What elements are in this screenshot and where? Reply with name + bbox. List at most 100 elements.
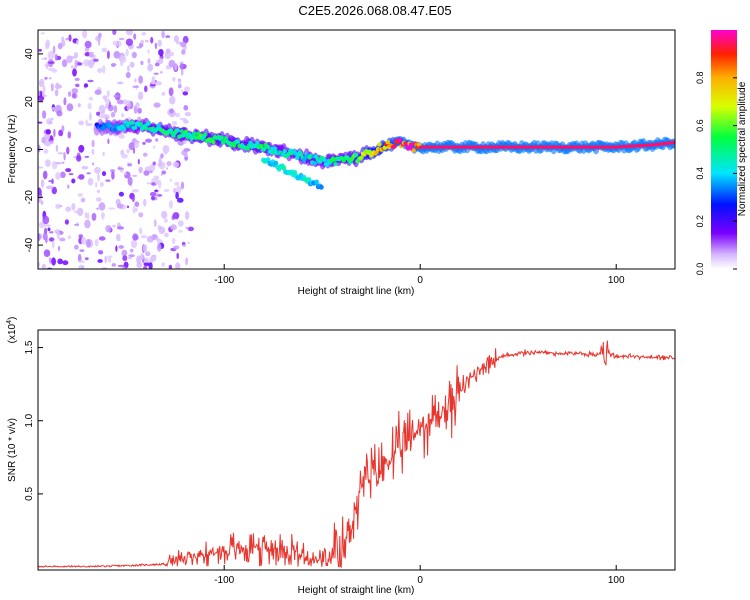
noise-speck xyxy=(48,257,52,264)
noise-speck xyxy=(64,219,69,225)
noise-speck xyxy=(87,212,90,221)
noise-speck xyxy=(112,40,118,46)
noise-speck xyxy=(47,61,55,65)
noise-speck xyxy=(107,255,113,258)
noise-speck xyxy=(44,76,48,80)
noise-speck xyxy=(138,212,144,218)
noise-speck xyxy=(61,59,68,68)
noise-speck xyxy=(96,189,100,194)
noise-speck xyxy=(55,144,59,152)
noise-speck xyxy=(182,91,189,96)
noise-speck xyxy=(183,119,189,124)
noise-speck xyxy=(117,167,124,170)
spectrogram-y-tick-label: 0 xyxy=(24,146,35,152)
noise-speck xyxy=(43,148,49,154)
noise-speck xyxy=(105,179,111,182)
noise-speck xyxy=(134,141,140,149)
noise-speck xyxy=(123,261,129,269)
noise-speck xyxy=(91,148,95,155)
noise-speck xyxy=(147,63,154,72)
noise-speck xyxy=(170,51,175,57)
ridge-mark xyxy=(411,148,416,153)
noise-speck xyxy=(184,211,190,220)
ridge-mark xyxy=(385,140,390,145)
ridge-mark xyxy=(262,147,267,152)
noise-speck xyxy=(118,134,125,139)
snr-x-tick-label: 0 xyxy=(417,575,423,586)
noise-speck xyxy=(177,220,184,227)
noise-speck xyxy=(80,197,86,203)
noise-speck xyxy=(147,235,154,243)
noise-speck xyxy=(81,165,89,170)
noise-speck xyxy=(176,252,179,260)
noise-speck xyxy=(87,177,94,186)
noise-speck xyxy=(168,200,173,209)
colorbar-tick-label: 0.0 xyxy=(695,263,705,276)
ridge-mark xyxy=(203,132,208,137)
ridge-mark xyxy=(255,140,260,146)
noise-speck xyxy=(173,187,177,194)
noise-speck xyxy=(51,257,56,266)
noise-speck xyxy=(177,197,184,203)
ridge-mark xyxy=(377,142,382,147)
noise-speck xyxy=(181,67,184,76)
noise-speck xyxy=(54,53,58,61)
noise-speck xyxy=(169,108,174,114)
noise-speck xyxy=(46,118,53,125)
noise-speck xyxy=(67,235,72,240)
noise-speck xyxy=(67,184,70,189)
noise-speck xyxy=(113,94,119,98)
noise-speck xyxy=(163,218,169,223)
spectrogram-x-tick-label: 100 xyxy=(608,275,625,286)
spectrogram-x-tick-label: -100 xyxy=(214,275,234,286)
noise-speck xyxy=(142,244,148,253)
noise-speck xyxy=(94,238,99,247)
noise-speck xyxy=(125,38,133,46)
noise-speck xyxy=(172,212,180,220)
noise-speck xyxy=(38,48,42,52)
figure-title: C2E5.2026.068.08.47.E05 xyxy=(298,3,451,18)
noise-speck xyxy=(115,245,118,252)
noise-speck xyxy=(42,85,46,93)
noise-speck xyxy=(172,237,176,244)
noise-speck xyxy=(178,79,182,86)
noise-speck xyxy=(133,105,138,114)
noise-speck xyxy=(43,249,51,257)
noise-speck xyxy=(107,138,110,145)
noise-speck xyxy=(122,266,126,269)
noise-speck xyxy=(158,57,164,65)
noise-speck xyxy=(149,256,157,262)
noise-speck xyxy=(184,86,191,92)
snr-y-tick-label: 1.5 xyxy=(24,340,35,354)
colorbar-tick-label: 0.6 xyxy=(695,119,705,132)
noise-speck xyxy=(168,87,174,97)
noise-speck xyxy=(127,176,133,186)
noise-speck xyxy=(55,82,60,90)
noise-speck xyxy=(149,170,153,173)
noise-speck xyxy=(97,36,101,46)
noise-speck xyxy=(65,206,72,212)
noise-speck xyxy=(44,132,51,141)
noise-speck xyxy=(122,255,128,262)
noise-speck xyxy=(59,237,66,242)
noise-speck xyxy=(85,123,93,127)
noise-speck xyxy=(78,264,85,269)
noise-speck xyxy=(85,238,91,248)
ridge-mark xyxy=(397,137,403,143)
noise-speck xyxy=(119,55,127,64)
snr-x-label: Height of straight line (km) xyxy=(298,585,415,596)
noise-speck xyxy=(153,102,161,108)
noise-speck xyxy=(66,146,70,155)
noise-speck xyxy=(116,203,124,209)
noise-speck xyxy=(143,265,148,269)
noise-speck xyxy=(125,72,131,79)
noise-speck xyxy=(77,193,84,197)
ridge-mark xyxy=(353,152,359,158)
snr-y-multiplier-prefix: (x10 xyxy=(7,323,18,343)
noise-speck xyxy=(45,39,50,48)
noise-speck xyxy=(148,262,153,269)
noise-speck xyxy=(105,225,112,233)
noise-speck xyxy=(63,152,66,156)
noise-speck xyxy=(38,166,44,169)
noise-speck xyxy=(170,224,177,231)
